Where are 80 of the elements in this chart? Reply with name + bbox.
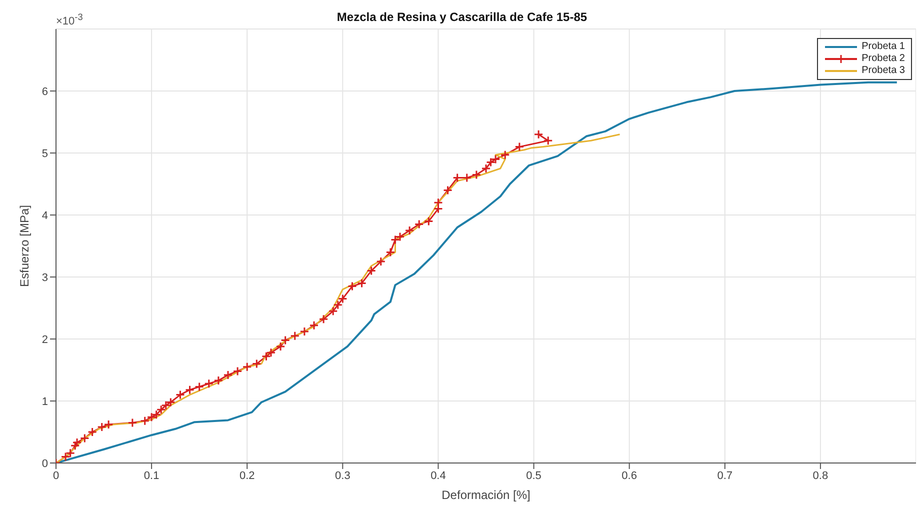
point — [500, 150, 510, 160]
point — [357, 278, 367, 288]
point — [166, 397, 176, 407]
y-tick-label: 1 — [42, 396, 48, 408]
y-tick-label: 4 — [42, 210, 48, 222]
y-axis-title: Esfuerzo [MPa] — [17, 204, 32, 288]
point — [472, 170, 482, 180]
point — [204, 378, 214, 388]
legend-label: Probeta 1 — [862, 41, 905, 53]
x-axis-title: Deformación [%] — [442, 488, 530, 502]
point — [433, 204, 443, 214]
point — [386, 247, 396, 257]
point — [414, 220, 424, 230]
point — [376, 256, 386, 266]
point — [146, 412, 156, 422]
legend-label: Probeta 3 — [862, 65, 905, 77]
x-tick-label: 0.5 — [526, 470, 542, 482]
point — [290, 331, 300, 341]
legend-label: Probeta 2 — [862, 53, 905, 65]
y-tick-label: 3 — [42, 272, 48, 284]
x-tick-label: 0.7 — [717, 470, 733, 482]
point — [534, 130, 544, 140]
point — [252, 359, 262, 369]
y-tick-label: 5 — [42, 148, 48, 160]
point — [266, 348, 276, 358]
y-tick-label: 0 — [42, 458, 48, 470]
point — [300, 326, 310, 336]
point — [152, 410, 162, 420]
point — [404, 226, 414, 236]
point — [514, 142, 524, 152]
point — [366, 266, 376, 276]
point — [60, 452, 70, 462]
y-tick-label: 2 — [42, 334, 48, 346]
point — [104, 420, 114, 430]
point — [443, 185, 453, 195]
point — [175, 390, 185, 400]
point — [486, 158, 496, 168]
x-tick-label: 0.2 — [239, 470, 255, 482]
point — [194, 382, 204, 392]
x-tick-label: 0.1 — [144, 470, 160, 482]
x-tick-label: 0 — [52, 470, 60, 482]
point — [433, 198, 443, 208]
x-tick-label: 0.4 — [430, 470, 446, 482]
point — [318, 314, 328, 324]
point — [80, 433, 90, 443]
point — [333, 300, 343, 310]
point — [338, 294, 348, 304]
point — [70, 440, 80, 450]
point — [72, 438, 82, 448]
point — [185, 385, 195, 395]
point — [395, 232, 405, 242]
point — [390, 235, 400, 245]
point — [280, 335, 290, 345]
point — [347, 282, 357, 292]
point — [128, 418, 138, 428]
point — [97, 422, 107, 432]
point — [66, 448, 76, 458]
point — [223, 370, 233, 380]
point — [309, 320, 319, 330]
point — [328, 306, 338, 316]
x-tick-label: 0.8 — [812, 470, 828, 482]
point — [232, 366, 242, 376]
point — [88, 427, 98, 437]
point — [481, 164, 491, 174]
x-tick-label: 0.3 — [335, 470, 350, 482]
point — [424, 216, 434, 226]
point — [214, 376, 224, 386]
point — [490, 154, 500, 164]
point — [543, 136, 553, 146]
point — [161, 400, 171, 410]
point — [276, 342, 286, 352]
point — [261, 352, 271, 362]
text: ×10$^{-3}$ — [56, 12, 83, 28]
line-series — [56, 81, 898, 463]
x-tick-label: 0.6 — [622, 470, 637, 482]
point — [140, 416, 150, 426]
chart-title: Mezcla de Resina y Cascarilla de Cafe 15-85 — [336, 10, 588, 24]
point — [242, 362, 252, 372]
point — [156, 404, 166, 414]
y-tick-label: 6 — [42, 86, 48, 98]
